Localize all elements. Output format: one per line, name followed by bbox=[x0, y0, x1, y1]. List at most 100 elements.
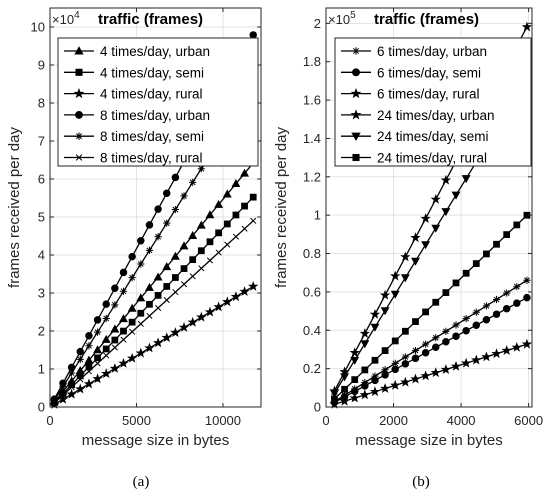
data-point bbox=[471, 354, 482, 365]
data-point bbox=[171, 205, 179, 214]
legend-marker bbox=[352, 153, 360, 162]
data-point bbox=[421, 241, 431, 250]
data-point bbox=[390, 379, 401, 390]
y-axis-label: frames received per day bbox=[273, 127, 290, 288]
legend-entry: 6 times/day, semi bbox=[341, 65, 481, 80]
legend-marker bbox=[350, 109, 362, 120]
data-point bbox=[137, 309, 145, 317]
data-point bbox=[85, 332, 93, 340]
data-point bbox=[77, 376, 84, 383]
legend-marker bbox=[75, 132, 83, 140]
legend-entry: 6 times/day, urban bbox=[341, 44, 487, 59]
data-point bbox=[523, 293, 531, 302]
x-tick-label: 0 bbox=[322, 413, 329, 428]
legend-marker bbox=[75, 154, 83, 161]
data-point bbox=[85, 368, 92, 375]
data-point bbox=[249, 193, 257, 201]
data-point bbox=[137, 237, 145, 245]
data-point bbox=[249, 31, 257, 39]
data-point bbox=[503, 289, 511, 297]
data-point bbox=[340, 373, 350, 382]
data-point bbox=[170, 251, 180, 260]
data-point bbox=[250, 217, 257, 224]
legend-entry: 4 times/day, rural bbox=[64, 87, 203, 102]
data-point bbox=[136, 293, 146, 302]
data-point bbox=[412, 318, 419, 325]
data-point bbox=[129, 328, 136, 335]
data-point bbox=[349, 392, 360, 403]
chart-title: traffic (frames) bbox=[98, 11, 203, 28]
data-point bbox=[161, 332, 172, 343]
data-point bbox=[163, 283, 171, 290]
data-point bbox=[411, 354, 420, 363]
data-point bbox=[391, 359, 399, 367]
y-tick-label: 3 bbox=[38, 286, 45, 301]
data-point bbox=[491, 348, 502, 359]
data-point bbox=[341, 385, 348, 393]
legend-label: 8 times/day, rural bbox=[100, 151, 203, 166]
y-tick-label: 5 bbox=[38, 210, 45, 225]
legend-marker bbox=[75, 110, 83, 119]
data-point bbox=[49, 398, 60, 409]
data-point bbox=[101, 334, 111, 343]
legend: 6 times/day, urban 6 times/day, semi 6 tim… bbox=[334, 37, 532, 167]
data-point bbox=[162, 262, 172, 271]
data-point bbox=[511, 341, 522, 352]
data-point bbox=[215, 229, 223, 237]
panel-label: (a) bbox=[133, 474, 150, 490]
legend-label: 4 times/day, rural bbox=[100, 87, 203, 102]
data-point bbox=[432, 298, 440, 306]
data-point bbox=[128, 252, 136, 261]
data-point bbox=[411, 257, 420, 266]
data-point bbox=[461, 175, 471, 184]
data-point bbox=[180, 281, 188, 288]
exponent-power: 4 bbox=[74, 10, 80, 21]
data-point bbox=[381, 371, 389, 379]
data-point bbox=[196, 220, 206, 229]
legend-label: 24 times/day, urban bbox=[377, 108, 495, 123]
data-point bbox=[222, 189, 232, 198]
data-point bbox=[391, 337, 399, 345]
y-tick-label: 9 bbox=[38, 58, 45, 73]
y-tick-label: 10 bbox=[31, 20, 45, 35]
data-point bbox=[400, 251, 411, 262]
data-point bbox=[189, 178, 197, 186]
data-point bbox=[230, 291, 242, 302]
data-point bbox=[103, 352, 110, 359]
data-point bbox=[223, 220, 231, 228]
data-point bbox=[128, 318, 136, 326]
data-point bbox=[154, 291, 162, 299]
data-point bbox=[59, 382, 67, 391]
data-point bbox=[85, 342, 93, 350]
data-point bbox=[421, 349, 430, 357]
data-point bbox=[370, 323, 380, 332]
data-point bbox=[153, 272, 163, 281]
y-tick-label: 0.2 bbox=[303, 361, 321, 376]
data-point bbox=[430, 193, 441, 204]
y-tick-label: 0.6 bbox=[303, 284, 321, 299]
data-point bbox=[452, 321, 460, 329]
legend-entry: 24 times/day, urban bbox=[341, 108, 495, 123]
data-point bbox=[521, 338, 533, 349]
data-point bbox=[513, 221, 521, 229]
data-point bbox=[179, 241, 189, 250]
data-point bbox=[93, 316, 102, 324]
data-point bbox=[137, 260, 145, 268]
data-point bbox=[137, 320, 144, 327]
data-point bbox=[241, 225, 248, 232]
data-point bbox=[198, 265, 205, 272]
data-point bbox=[361, 382, 369, 390]
legend-marker bbox=[351, 132, 361, 142]
axis-exponent: ×104 bbox=[52, 10, 80, 27]
data-point bbox=[144, 282, 154, 291]
data-point bbox=[102, 300, 110, 308]
data-point bbox=[329, 398, 340, 409]
data-point bbox=[197, 165, 205, 173]
data-point bbox=[135, 347, 146, 358]
legend-entry: 6 times/day, rural bbox=[341, 87, 480, 102]
data-point bbox=[118, 357, 129, 368]
data-point bbox=[410, 232, 421, 243]
y-tick-label: 1.8 bbox=[303, 54, 321, 69]
data-point bbox=[94, 354, 101, 362]
y-tick-label: 2 bbox=[38, 324, 45, 339]
